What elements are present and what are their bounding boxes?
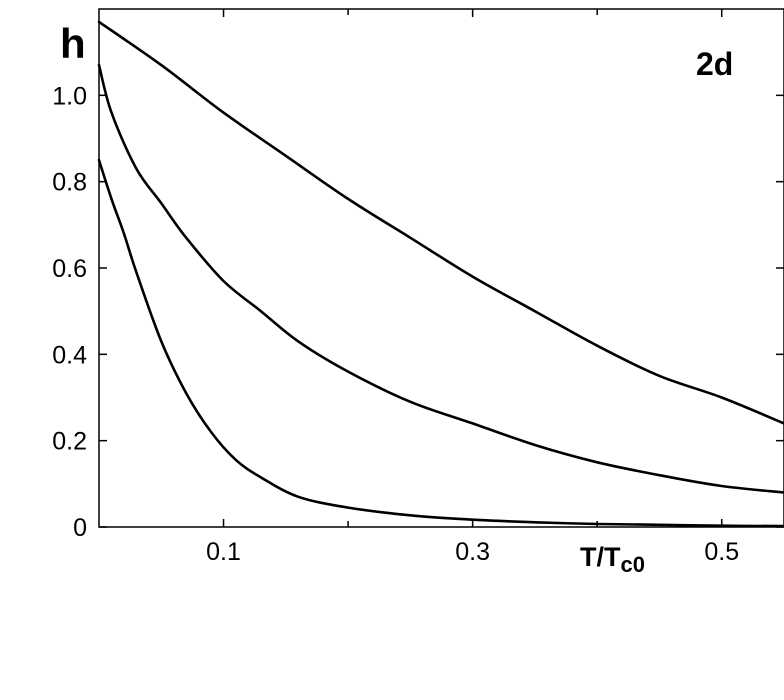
y-tick-label: 0.6 xyxy=(52,255,87,283)
plot-frame xyxy=(98,8,784,528)
series-line-2 xyxy=(97,63,784,494)
curves xyxy=(97,20,784,528)
series-line-3 xyxy=(97,158,784,528)
x-tick-label: 0.5 xyxy=(704,538,739,566)
x-axis-label: T/Tc0 xyxy=(580,542,645,577)
y-tick-label: 0.4 xyxy=(52,341,87,369)
x-axis-label-subscript: c0 xyxy=(621,552,645,577)
y-tick-label: 0 xyxy=(73,514,87,542)
tick-labels: 0 0.2 0.4 0.6 0.8 1.0 0.1 0.3 0.5 xyxy=(52,82,739,566)
x-axis-label-main: T/T xyxy=(580,542,621,572)
y-tick-label: 1.0 xyxy=(52,82,87,110)
x-tick-label: 0.1 xyxy=(206,538,241,566)
y-axis-label: h xyxy=(60,20,86,67)
y-tick-label: 0.8 xyxy=(52,169,87,197)
y-tick-label: 0.2 xyxy=(52,428,87,456)
panel-label: 2d xyxy=(696,46,733,82)
axis-ticks xyxy=(99,9,784,528)
x-tick-label: 0.3 xyxy=(455,538,490,566)
series-line-1 xyxy=(97,20,784,425)
